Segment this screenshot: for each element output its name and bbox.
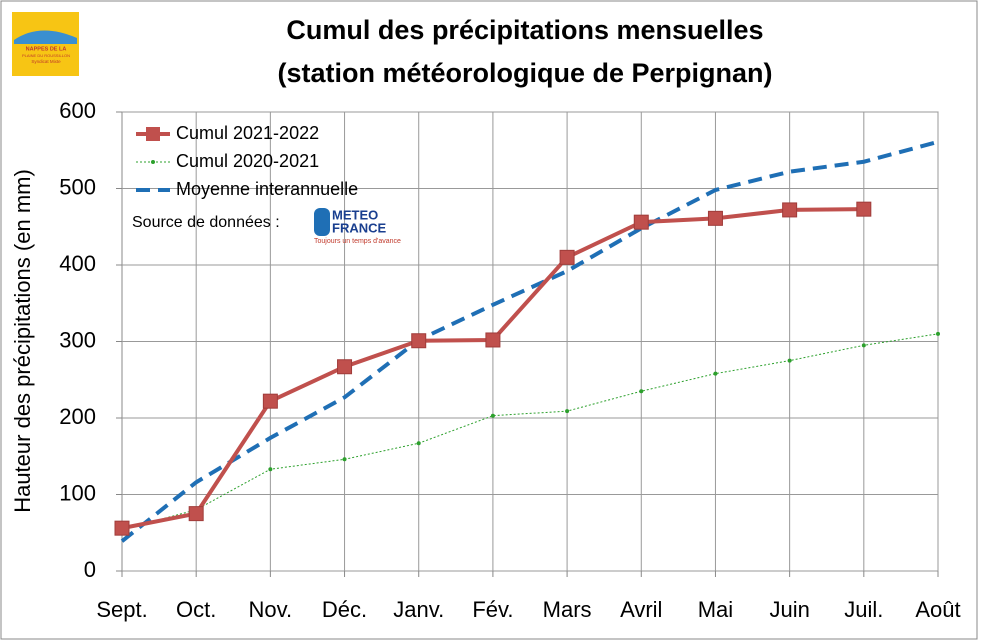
org-logo-text: PLAINE DU ROUSSILLON <box>22 53 70 58</box>
marker <box>342 457 347 462</box>
marker <box>411 333 427 349</box>
marker <box>639 389 644 394</box>
series-line <box>120 139 939 543</box>
y-tick-label: 600 <box>59 98 96 123</box>
marker <box>559 249 575 265</box>
y-tick-label: 300 <box>59 327 96 352</box>
y-axis-label: Hauteur des précipitations (en mm) <box>10 169 35 513</box>
marker <box>416 441 421 446</box>
org-logo-art <box>14 30 77 44</box>
source-logo <box>314 208 330 236</box>
marker <box>337 359 353 375</box>
source-logo-text: METEO <box>332 207 378 222</box>
source-label: Source de données : <box>132 214 280 231</box>
marker <box>485 332 501 348</box>
org-logo-text: NAPPES DE LA <box>26 46 67 52</box>
chart-title: Cumul des précipitations mensuelles <box>286 15 763 45</box>
x-tick-label: Nov. <box>249 597 293 622</box>
x-tick-label: Fév. <box>472 597 513 622</box>
x-tick-label: Oct. <box>176 597 216 622</box>
series-line <box>121 333 939 531</box>
x-tick-label: Août <box>915 597 960 622</box>
marker <box>856 201 872 217</box>
source-logo-tagline: Toujours un temps d'avance <box>314 238 401 245</box>
y-tick-label: 400 <box>59 251 96 276</box>
x-tick-label: Mars <box>543 597 592 622</box>
marker <box>268 467 273 472</box>
x-tick-label: Sept. <box>96 597 147 622</box>
marker <box>188 506 204 522</box>
marker <box>633 214 649 230</box>
marker <box>262 393 278 409</box>
marker <box>490 413 495 418</box>
x-tick-label: Juil. <box>844 597 883 622</box>
legend-label: Cumul 2021-2022 <box>176 123 319 143</box>
marker <box>565 409 570 414</box>
marker <box>787 358 792 363</box>
org-logo-text: Syndicat Mixte <box>31 59 61 64</box>
marker <box>114 520 130 536</box>
x-tick-label: Déc. <box>322 597 367 622</box>
chart-title: (station météorologique de Perpignan) <box>277 58 772 88</box>
marker <box>936 331 940 336</box>
legend-label: Cumul 2020-2021 <box>176 151 319 171</box>
legend-label: Moyenne interannuelle <box>176 179 358 199</box>
y-tick-label: 0 <box>84 557 96 582</box>
marker <box>782 202 798 218</box>
x-tick-label: Juin <box>769 597 809 622</box>
marker <box>713 371 718 376</box>
y-tick-label: 500 <box>59 174 96 199</box>
legend-marker <box>151 160 155 164</box>
source-logo-text: FRANCE <box>332 220 386 235</box>
x-tick-label: Avril <box>620 597 662 622</box>
y-tick-label: 100 <box>59 480 96 505</box>
marker <box>707 210 723 226</box>
x-tick-label: Mai <box>698 597 733 622</box>
x-tick-label: Janv. <box>393 597 444 622</box>
marker <box>861 343 866 348</box>
legend-marker <box>146 127 160 141</box>
y-tick-label: 200 <box>59 404 96 429</box>
